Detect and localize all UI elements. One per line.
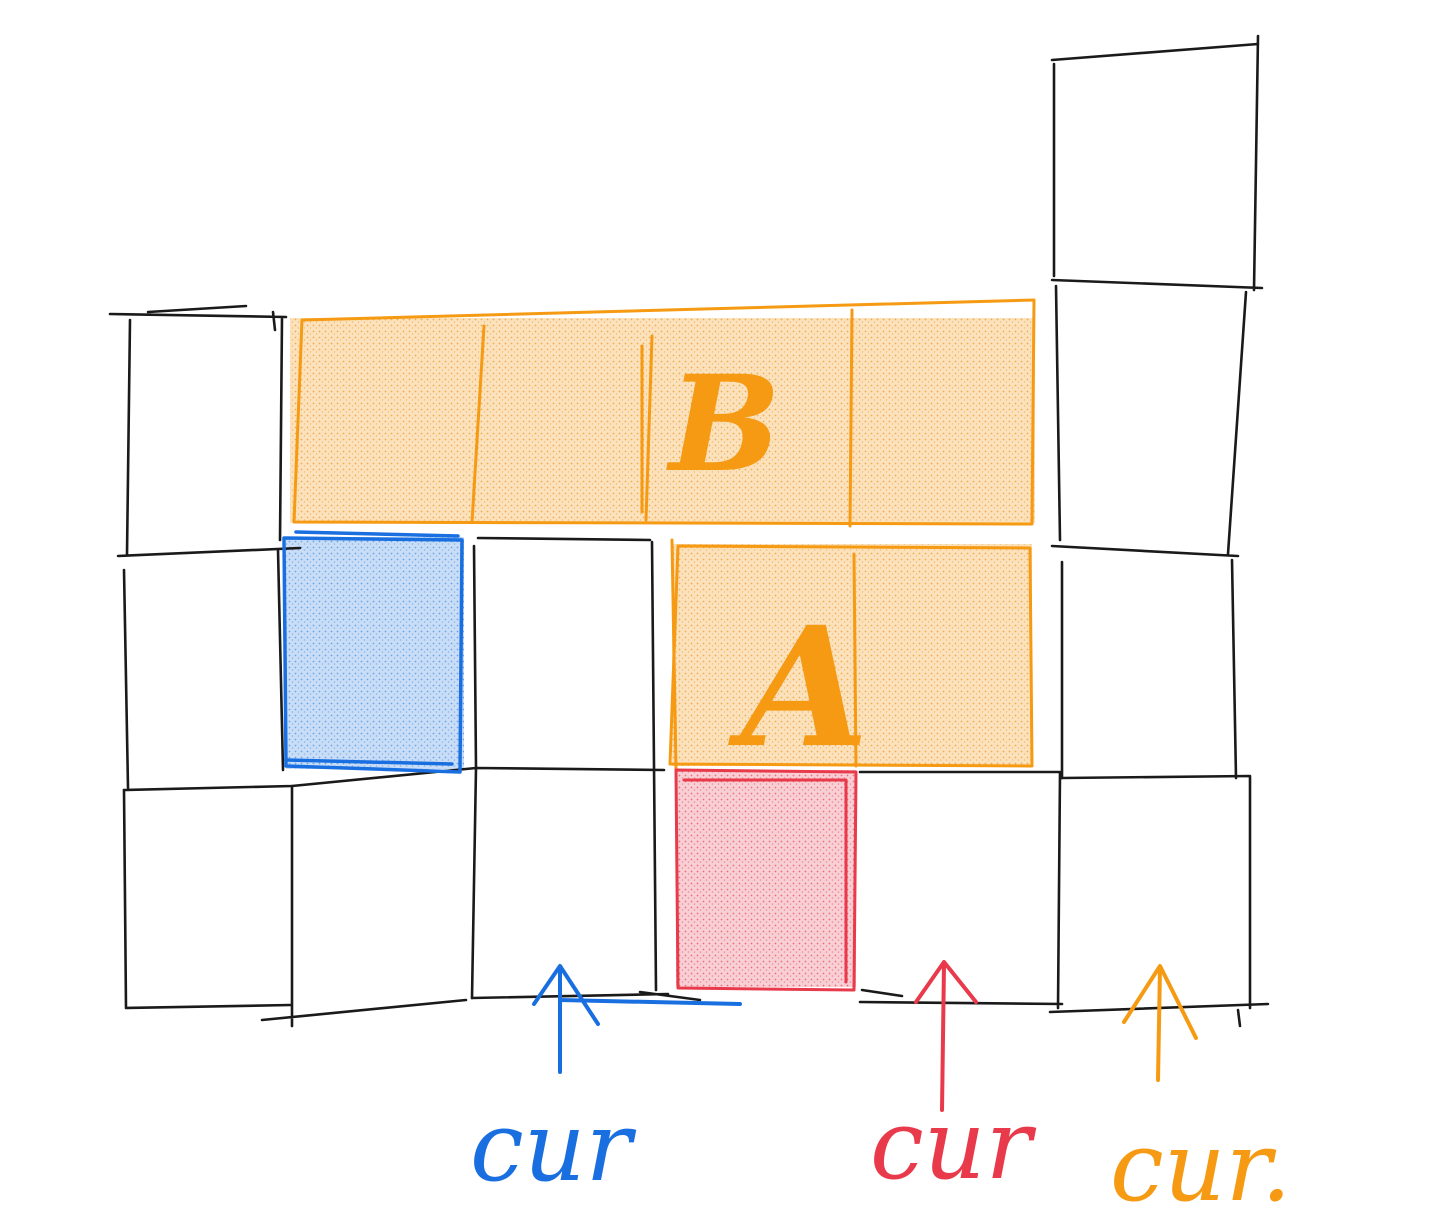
block-a-fill bbox=[672, 544, 1032, 766]
grid-row-line-2 bbox=[476, 536, 652, 542]
red-arrow bbox=[914, 960, 978, 1112]
grid-bottom-middle bbox=[470, 540, 670, 1000]
blue-arrow bbox=[532, 964, 742, 1074]
grid bbox=[108, 34, 1270, 1028]
block-b-label: B bbox=[665, 347, 781, 502]
orange-arrow bbox=[1122, 964, 1198, 1082]
grid-bottom-right-cells bbox=[858, 770, 1252, 1010]
grid-left-mid-cell bbox=[122, 548, 285, 790]
grid-bottom-left-cells bbox=[122, 766, 478, 1028]
grid-left-top-cell bbox=[108, 304, 288, 556]
red-cur-label: cur bbox=[870, 1089, 1037, 1201]
block-a-label: A bbox=[728, 590, 869, 784]
orange-cur-label: cur. bbox=[1110, 1111, 1291, 1223]
red-cell bbox=[674, 768, 858, 992]
block-a bbox=[668, 538, 1034, 772]
blue-cur-label: cur bbox=[470, 1091, 637, 1203]
blue-cell bbox=[282, 530, 464, 774]
block-b-fill bbox=[290, 318, 1035, 523]
grid-row-line-1 bbox=[116, 546, 302, 558]
red-cell-fill bbox=[676, 770, 856, 987]
blue-cell-fill bbox=[286, 537, 464, 769]
block-b bbox=[292, 298, 1036, 528]
grid-right-column bbox=[1050, 34, 1264, 1028]
grid-bottom-top-edge bbox=[122, 766, 666, 792]
